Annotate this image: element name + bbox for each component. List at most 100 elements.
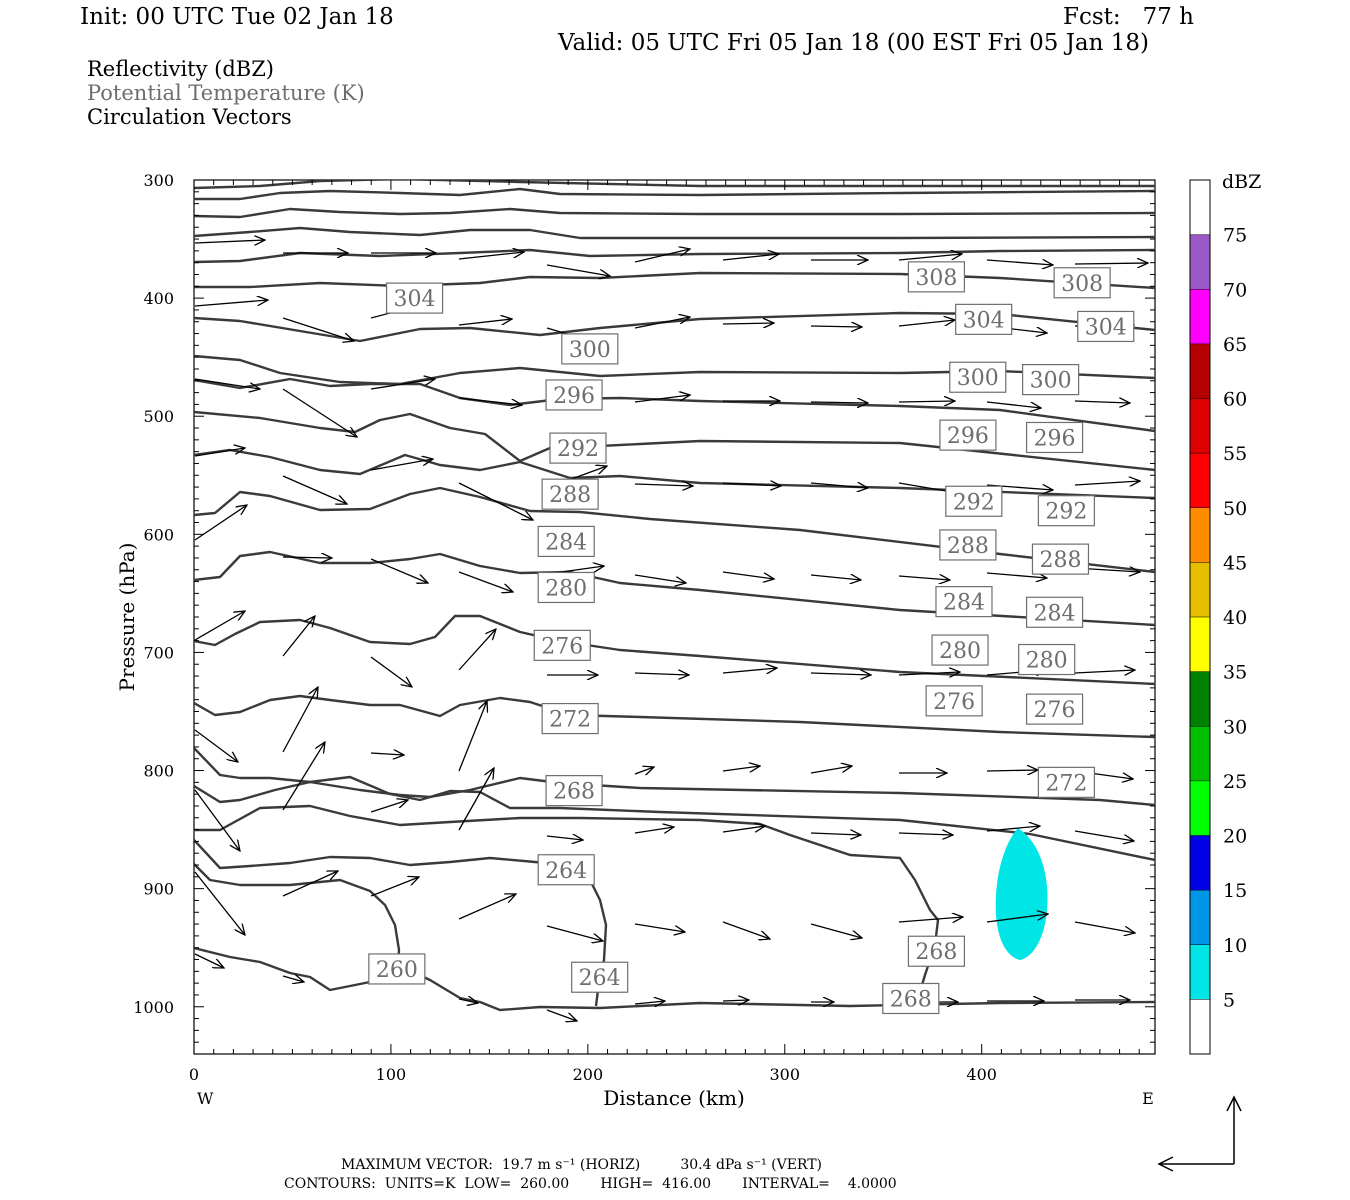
- x-tick-label: 200: [573, 1065, 604, 1084]
- circulation-vector: [546, 1009, 577, 1021]
- circulation-vector: [370, 800, 408, 813]
- contour-label: 280: [537, 571, 595, 604]
- colorbar-segment: [1190, 671, 1210, 727]
- colorbar-segment: [1190, 289, 1210, 344]
- theta-contour: [194, 863, 401, 966]
- colorbar-label: 5: [1223, 989, 1235, 1011]
- contour-label: 272: [1037, 766, 1095, 798]
- colorbar-label: 45: [1223, 552, 1247, 574]
- circulation-vector: [282, 871, 338, 897]
- colorbar-label: 75: [1223, 225, 1247, 247]
- colorbar-label: 50: [1223, 498, 1247, 520]
- colorbar-segment: [1190, 343, 1210, 399]
- y-tick-label: 300: [143, 171, 174, 190]
- circulation-vector: [1074, 921, 1135, 933]
- contour-labels: 304 300 296 292 288 284 280 276 272 268 264 260 264 2…: [368, 261, 1135, 1015]
- colorbar-label: 40: [1223, 607, 1247, 629]
- svg-text:264: 264: [579, 966, 621, 991]
- svg-text:276: 276: [541, 634, 583, 659]
- axis-labels: 0 100 200 300 400 300 400 500 600 700 800 900 1000: [133, 171, 997, 1084]
- circulation-vector: [194, 448, 245, 457]
- legend-circulation-vectors: Circulation Vectors: [87, 105, 292, 129]
- circulation-vector: [986, 826, 1040, 831]
- svg-text:268: 268: [553, 780, 595, 805]
- contour-label: 296: [545, 379, 603, 411]
- svg-text:296: 296: [553, 384, 595, 409]
- theta-contour: [194, 410, 1155, 472]
- circulation-vector: [722, 921, 770, 939]
- valid-time: Valid: 05 UTC Fri 05 Jan 18 (00 EST Fri …: [558, 30, 1149, 56]
- circulation-vector: [634, 923, 685, 932]
- circulation-vector: [458, 629, 496, 671]
- horizontal-arrowhead: [1157, 1156, 1174, 1172]
- circulation-vector: [722, 571, 774, 579]
- theta-contour: [194, 775, 1155, 862]
- circulation-vector: [810, 402, 868, 403]
- contour-label: 276: [533, 629, 591, 661]
- svg-text:292: 292: [953, 490, 995, 515]
- contour-label: 308: [1053, 267, 1111, 299]
- colorbar-segment: [1190, 234, 1210, 290]
- contour-label: 276: [1025, 693, 1084, 725]
- circulation-vector: [898, 576, 950, 580]
- theta-contour: [194, 804, 940, 1006]
- circulation-vector: [282, 317, 354, 341]
- svg-text:268: 268: [890, 987, 932, 1012]
- svg-text:280: 280: [939, 639, 981, 664]
- circulation-vector: [370, 379, 435, 390]
- circulation-vector: [1074, 263, 1148, 264]
- svg-text:304: 304: [394, 287, 436, 312]
- contour-label: 308: [907, 261, 966, 293]
- theta-contour: [194, 311, 1155, 343]
- circulation-vector: [194, 611, 245, 641]
- y-tick-label: 600: [143, 525, 174, 544]
- y-tick-label: 900: [143, 880, 174, 899]
- circulation-vector: [810, 326, 862, 327]
- circulation-vector: [898, 917, 963, 922]
- circulation-vector: [458, 999, 478, 1003]
- circulation-vector: [282, 475, 347, 504]
- svg-text:284: 284: [943, 591, 985, 616]
- circulation-vector: [370, 459, 433, 471]
- svg-text:296: 296: [1034, 426, 1076, 451]
- colorbar-segment: [1190, 999, 1210, 1054]
- circulation-vector: [282, 976, 304, 982]
- theta-contour: [194, 550, 1155, 627]
- svg-text:284: 284: [545, 530, 587, 555]
- colorbar-label: 20: [1223, 826, 1247, 848]
- contour-label: 288: [1031, 543, 1090, 575]
- contour-label: 264: [537, 854, 595, 886]
- contour-label: 264: [571, 961, 629, 993]
- x-tick-label: 100: [376, 1065, 407, 1084]
- svg-text:280: 280: [545, 576, 587, 601]
- vertical-arrowhead: [1226, 1095, 1242, 1112]
- circulation-vector: [810, 833, 861, 835]
- circulation-vector: [194, 729, 238, 762]
- contour-label: 280: [931, 634, 989, 666]
- theta-contour: [194, 946, 1155, 1012]
- colorbar-segment: [1190, 453, 1210, 508]
- circulation-vector: [1074, 481, 1140, 485]
- circulation-vector: [370, 753, 404, 755]
- contour-label: 288: [541, 478, 599, 510]
- colorbar-segment: [1190, 562, 1210, 617]
- circulation-vector: [634, 767, 654, 774]
- circulation-vector: [282, 388, 357, 437]
- svg-text:276: 276: [933, 690, 975, 715]
- svg-text:276: 276: [1034, 698, 1076, 723]
- circulation-vector: [634, 574, 686, 583]
- y-axis-title: Pressure (hPa): [115, 543, 139, 692]
- circulation-vector: [810, 673, 871, 675]
- circulation-vector: [458, 482, 533, 520]
- svg-text:296: 296: [947, 424, 989, 449]
- colorbar-segment: [1190, 890, 1210, 945]
- svg-text:300: 300: [1030, 369, 1072, 394]
- x-axis-title: Distance (km): [603, 1086, 745, 1110]
- circulation-vector: [194, 789, 240, 851]
- init-time: Init: 00 UTC Tue 02 Jan 18: [80, 4, 394, 30]
- colorbar-segment: [1190, 726, 1210, 781]
- y-tick-label: 1000: [133, 998, 174, 1017]
- circulation-vector: [634, 317, 690, 329]
- svg-text:272: 272: [549, 708, 591, 733]
- circulation-vector: [986, 914, 1048, 923]
